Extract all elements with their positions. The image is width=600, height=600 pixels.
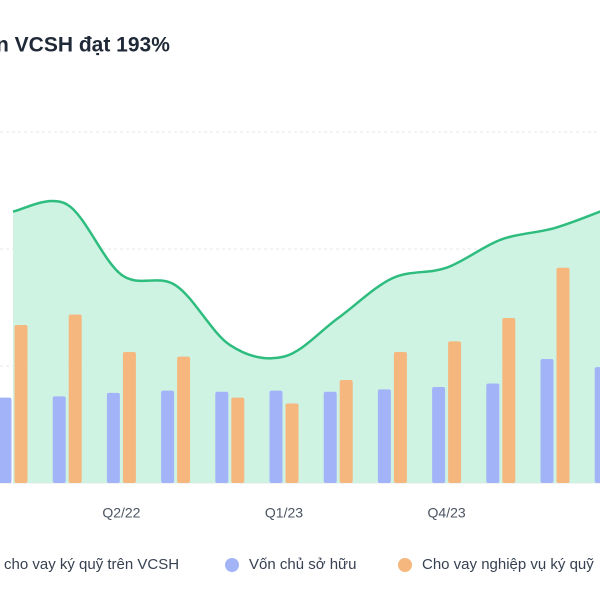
bar: [285, 403, 299, 483]
bar: [52, 396, 66, 483]
legend-label: Vốn chủ sở hữu: [249, 556, 356, 573]
bar: [486, 383, 500, 483]
bar: [161, 390, 175, 483]
chart-title: n VCSH đạt 193%: [0, 34, 170, 57]
bar: [14, 325, 28, 483]
bar: [0, 397, 12, 483]
bar: [448, 341, 462, 483]
bar: [377, 389, 391, 483]
x-tick-label: Q2/22: [102, 505, 140, 521]
bar: [231, 397, 245, 483]
legend-marker: [225, 558, 239, 572]
legend-marker: [398, 558, 412, 572]
bar: [177, 356, 191, 483]
bar: [339, 380, 353, 483]
bar: [540, 358, 554, 483]
x-tick-label: Q4/23: [428, 505, 466, 521]
bar: [502, 318, 516, 483]
bar: [556, 267, 570, 483]
x-tick-label: Q1/23: [265, 505, 303, 521]
bar: [122, 351, 136, 483]
bar: [269, 390, 283, 483]
legend-label: Cho vay nghiệp vụ ký quỹ: [422, 556, 594, 573]
bar: [68, 314, 82, 483]
bar: [393, 351, 407, 483]
bar: [594, 367, 600, 483]
line: [12, 199, 600, 360]
legend-label: cho vay ký quỹ trên VCSH: [4, 556, 179, 573]
bar: [106, 392, 120, 483]
bar: [323, 391, 337, 483]
bar: [432, 387, 446, 483]
bar: [215, 391, 229, 483]
